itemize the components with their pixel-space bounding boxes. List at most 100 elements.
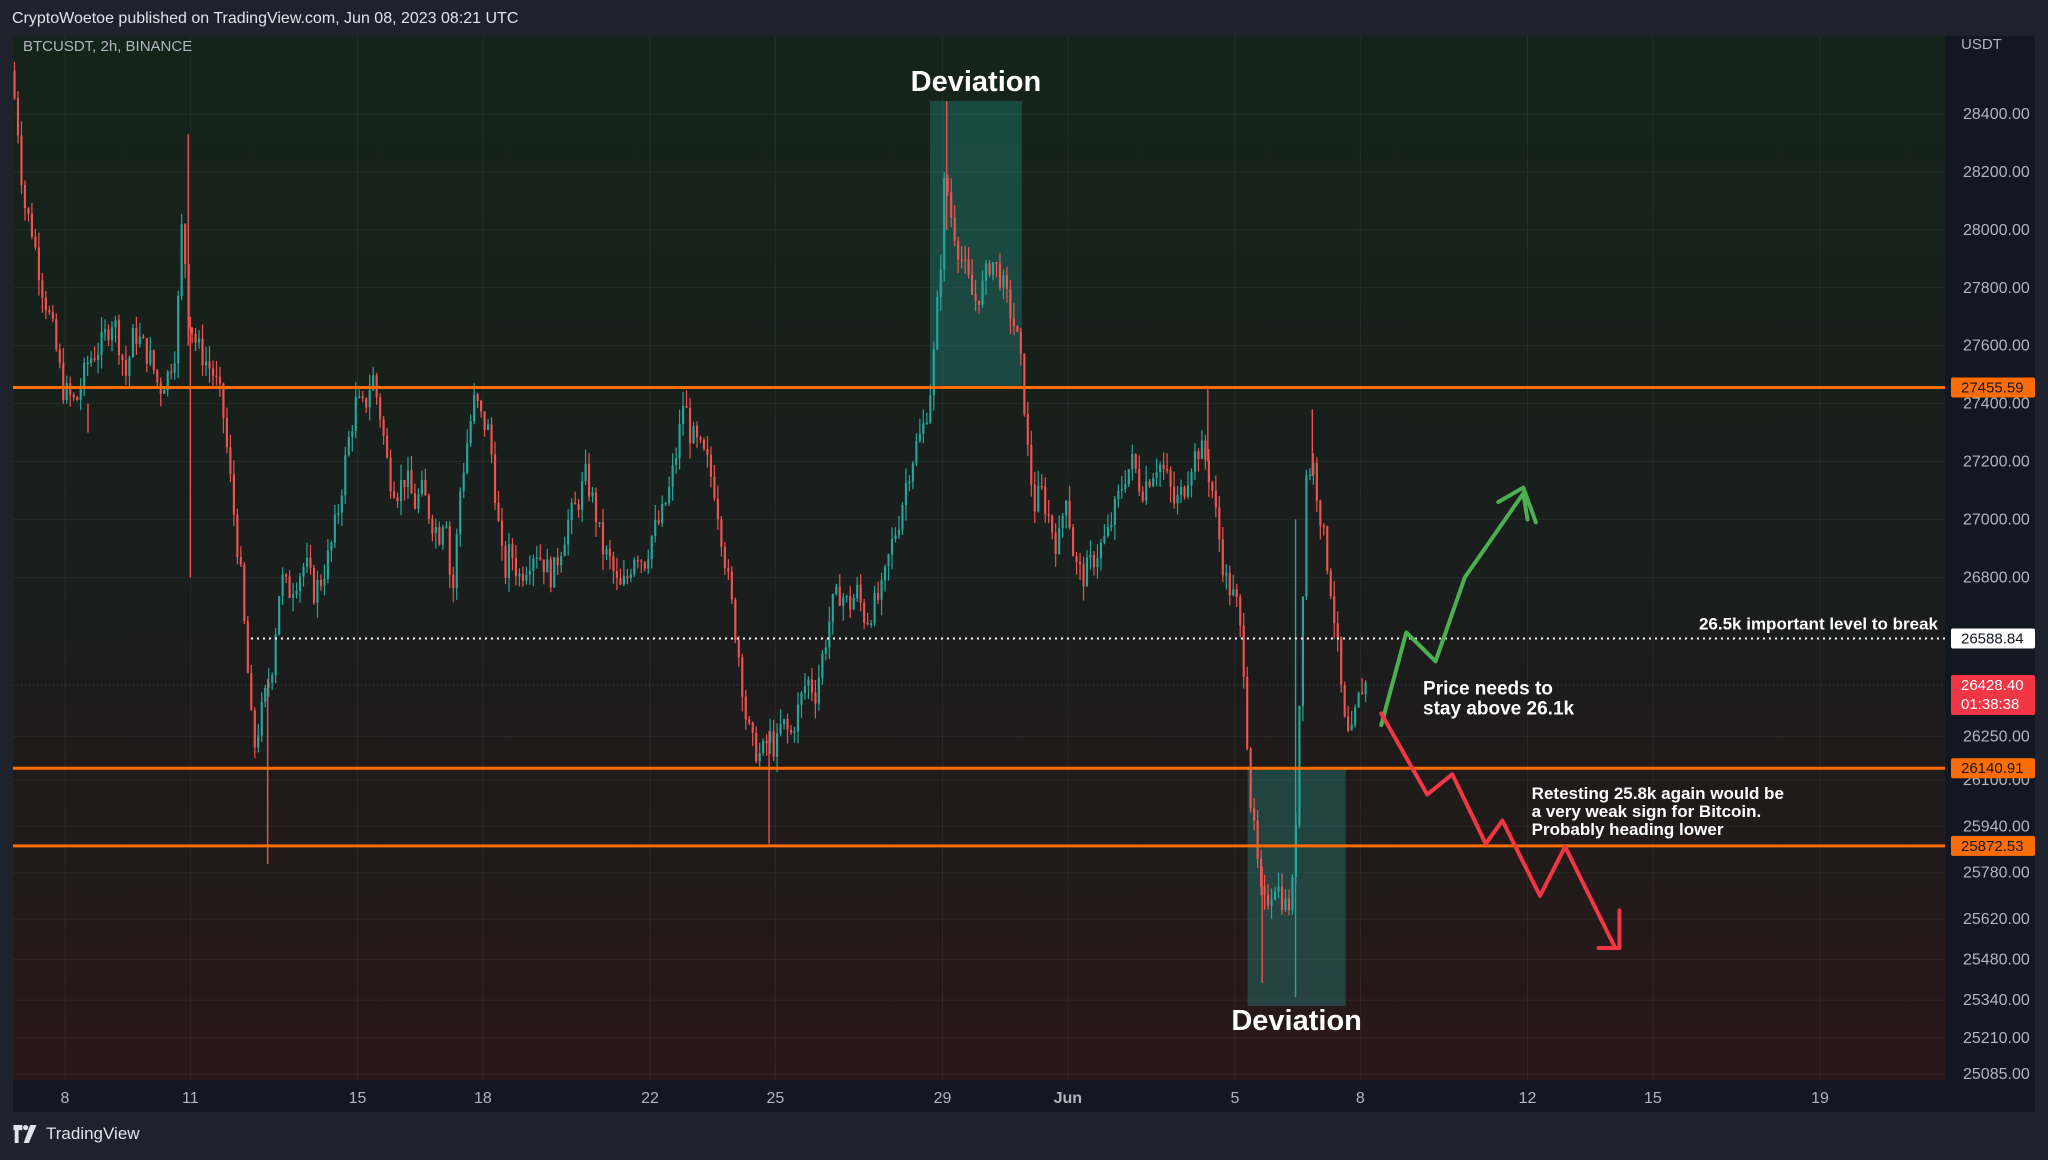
tradingview-brand[interactable]: TradingView xyxy=(12,1124,140,1144)
candle-body xyxy=(445,526,448,528)
candle-body xyxy=(807,679,810,686)
candle-body xyxy=(23,184,27,209)
candle-body xyxy=(591,492,594,497)
price-tick-label: 25780.00 xyxy=(1963,865,2030,882)
candle-body xyxy=(500,520,504,546)
candle-body xyxy=(741,657,744,697)
deviation-label-2: Deviation xyxy=(1231,1005,1362,1037)
candle-body xyxy=(211,368,215,376)
candle-body xyxy=(197,338,201,343)
candle-body xyxy=(483,411,486,430)
candle-body xyxy=(222,383,225,419)
candle-body xyxy=(730,571,733,600)
candle-body xyxy=(528,570,531,575)
candle-body xyxy=(281,574,284,597)
candle-body xyxy=(1190,471,1193,486)
candle-body xyxy=(883,566,887,581)
time-tick-label: 8 xyxy=(61,1090,70,1107)
candle-body xyxy=(473,394,476,422)
candle-body xyxy=(76,397,79,401)
time-tick-label: 8 xyxy=(1356,1090,1365,1107)
candle-body xyxy=(971,274,974,295)
candle-body xyxy=(455,534,458,589)
candle-body xyxy=(1120,489,1123,491)
candle-body xyxy=(351,431,354,437)
candle-body xyxy=(1312,462,1315,475)
price-tick-label: 25940.00 xyxy=(1963,818,2030,835)
level-price-1-tag xyxy=(1951,377,2035,398)
candle-body xyxy=(166,371,169,391)
candle-body xyxy=(1061,515,1064,529)
candle-body xyxy=(497,503,500,521)
candle-body xyxy=(55,318,58,350)
candle-body xyxy=(521,573,524,581)
candle-body xyxy=(466,443,469,473)
candle-body xyxy=(1169,469,1172,487)
candle-body xyxy=(1343,684,1346,717)
candle-body xyxy=(1287,898,1291,911)
candle-body xyxy=(647,558,650,569)
candle-body xyxy=(44,297,47,311)
candle-body xyxy=(901,505,904,530)
candle-body xyxy=(107,329,110,341)
candle-body xyxy=(1179,487,1183,495)
candle-body xyxy=(302,566,305,577)
candle-body xyxy=(1134,454,1137,469)
publisher-bar: CryptoWoetoe published on TradingView.co… xyxy=(0,0,2048,36)
time-tick-label: 22 xyxy=(641,1090,659,1107)
candle-body xyxy=(156,369,159,383)
candle-body xyxy=(1228,572,1231,596)
candle-body xyxy=(1221,539,1224,576)
candle-body xyxy=(584,463,587,482)
candle-body xyxy=(1176,494,1179,504)
countdown-text: 01:38:38 xyxy=(1961,696,2019,713)
candle-body xyxy=(117,320,121,356)
candle-body xyxy=(713,476,716,499)
candle-body xyxy=(100,331,103,355)
candle-body xyxy=(316,579,319,603)
candle-body xyxy=(1298,705,1301,826)
candle-body xyxy=(1016,325,1019,332)
chart-pane[interactable]: Deviation Deviation 26.5k important level … xyxy=(13,36,2035,1112)
candle-body xyxy=(1030,444,1033,485)
candle-body xyxy=(163,390,166,394)
price-tick-label: 25210.00 xyxy=(1963,1030,2030,1047)
candle-body xyxy=(180,224,183,297)
candle-body xyxy=(929,395,932,423)
price-tick-label: 27400.00 xyxy=(1963,396,2030,413)
candle-body xyxy=(668,486,671,503)
time-axis-panel xyxy=(13,1080,1945,1112)
candle-body xyxy=(567,520,570,545)
candle-body xyxy=(894,535,897,539)
candle-body xyxy=(97,354,100,360)
candle-body xyxy=(661,503,664,524)
bearish-projection xyxy=(1379,711,1618,951)
candle-body xyxy=(702,439,706,449)
level-price-2-text: 26140.91 xyxy=(1961,760,2024,777)
candle-body xyxy=(842,597,845,606)
candle-body xyxy=(103,329,107,332)
candle-body xyxy=(72,394,75,398)
candle-body xyxy=(779,723,782,734)
price-axis[interactable]: 28400.00 28200.00 28000.00 27800.00 27600.00… xyxy=(1951,106,2035,1083)
candle-body xyxy=(1012,318,1015,326)
candle-body xyxy=(1026,413,1029,445)
candle-body xyxy=(1183,487,1186,497)
candle-body xyxy=(824,647,827,654)
candle-body xyxy=(177,296,180,364)
candle-body xyxy=(417,494,420,509)
candle-body xyxy=(305,557,309,567)
candle-body xyxy=(873,593,876,624)
candle-body xyxy=(1155,472,1158,479)
time-tick-label: 19 xyxy=(1811,1090,1829,1107)
annotation-retest-line: Probably heading lower xyxy=(1532,820,1724,839)
price-chart[interactable]: Deviation Deviation 26.5k important level … xyxy=(13,36,2035,1112)
candle-body xyxy=(1333,596,1336,624)
time-axis[interactable]: 8 11 15 18 22 25 29 Jun 5 8 12 15 19 xyxy=(13,1080,1945,1112)
price-tick-label: 28200.00 xyxy=(1963,164,2030,181)
candle-body xyxy=(431,518,434,534)
candle-body xyxy=(1218,507,1221,540)
candle-body xyxy=(469,421,472,444)
candle-body xyxy=(1040,485,1043,488)
candle-body xyxy=(1113,499,1116,525)
